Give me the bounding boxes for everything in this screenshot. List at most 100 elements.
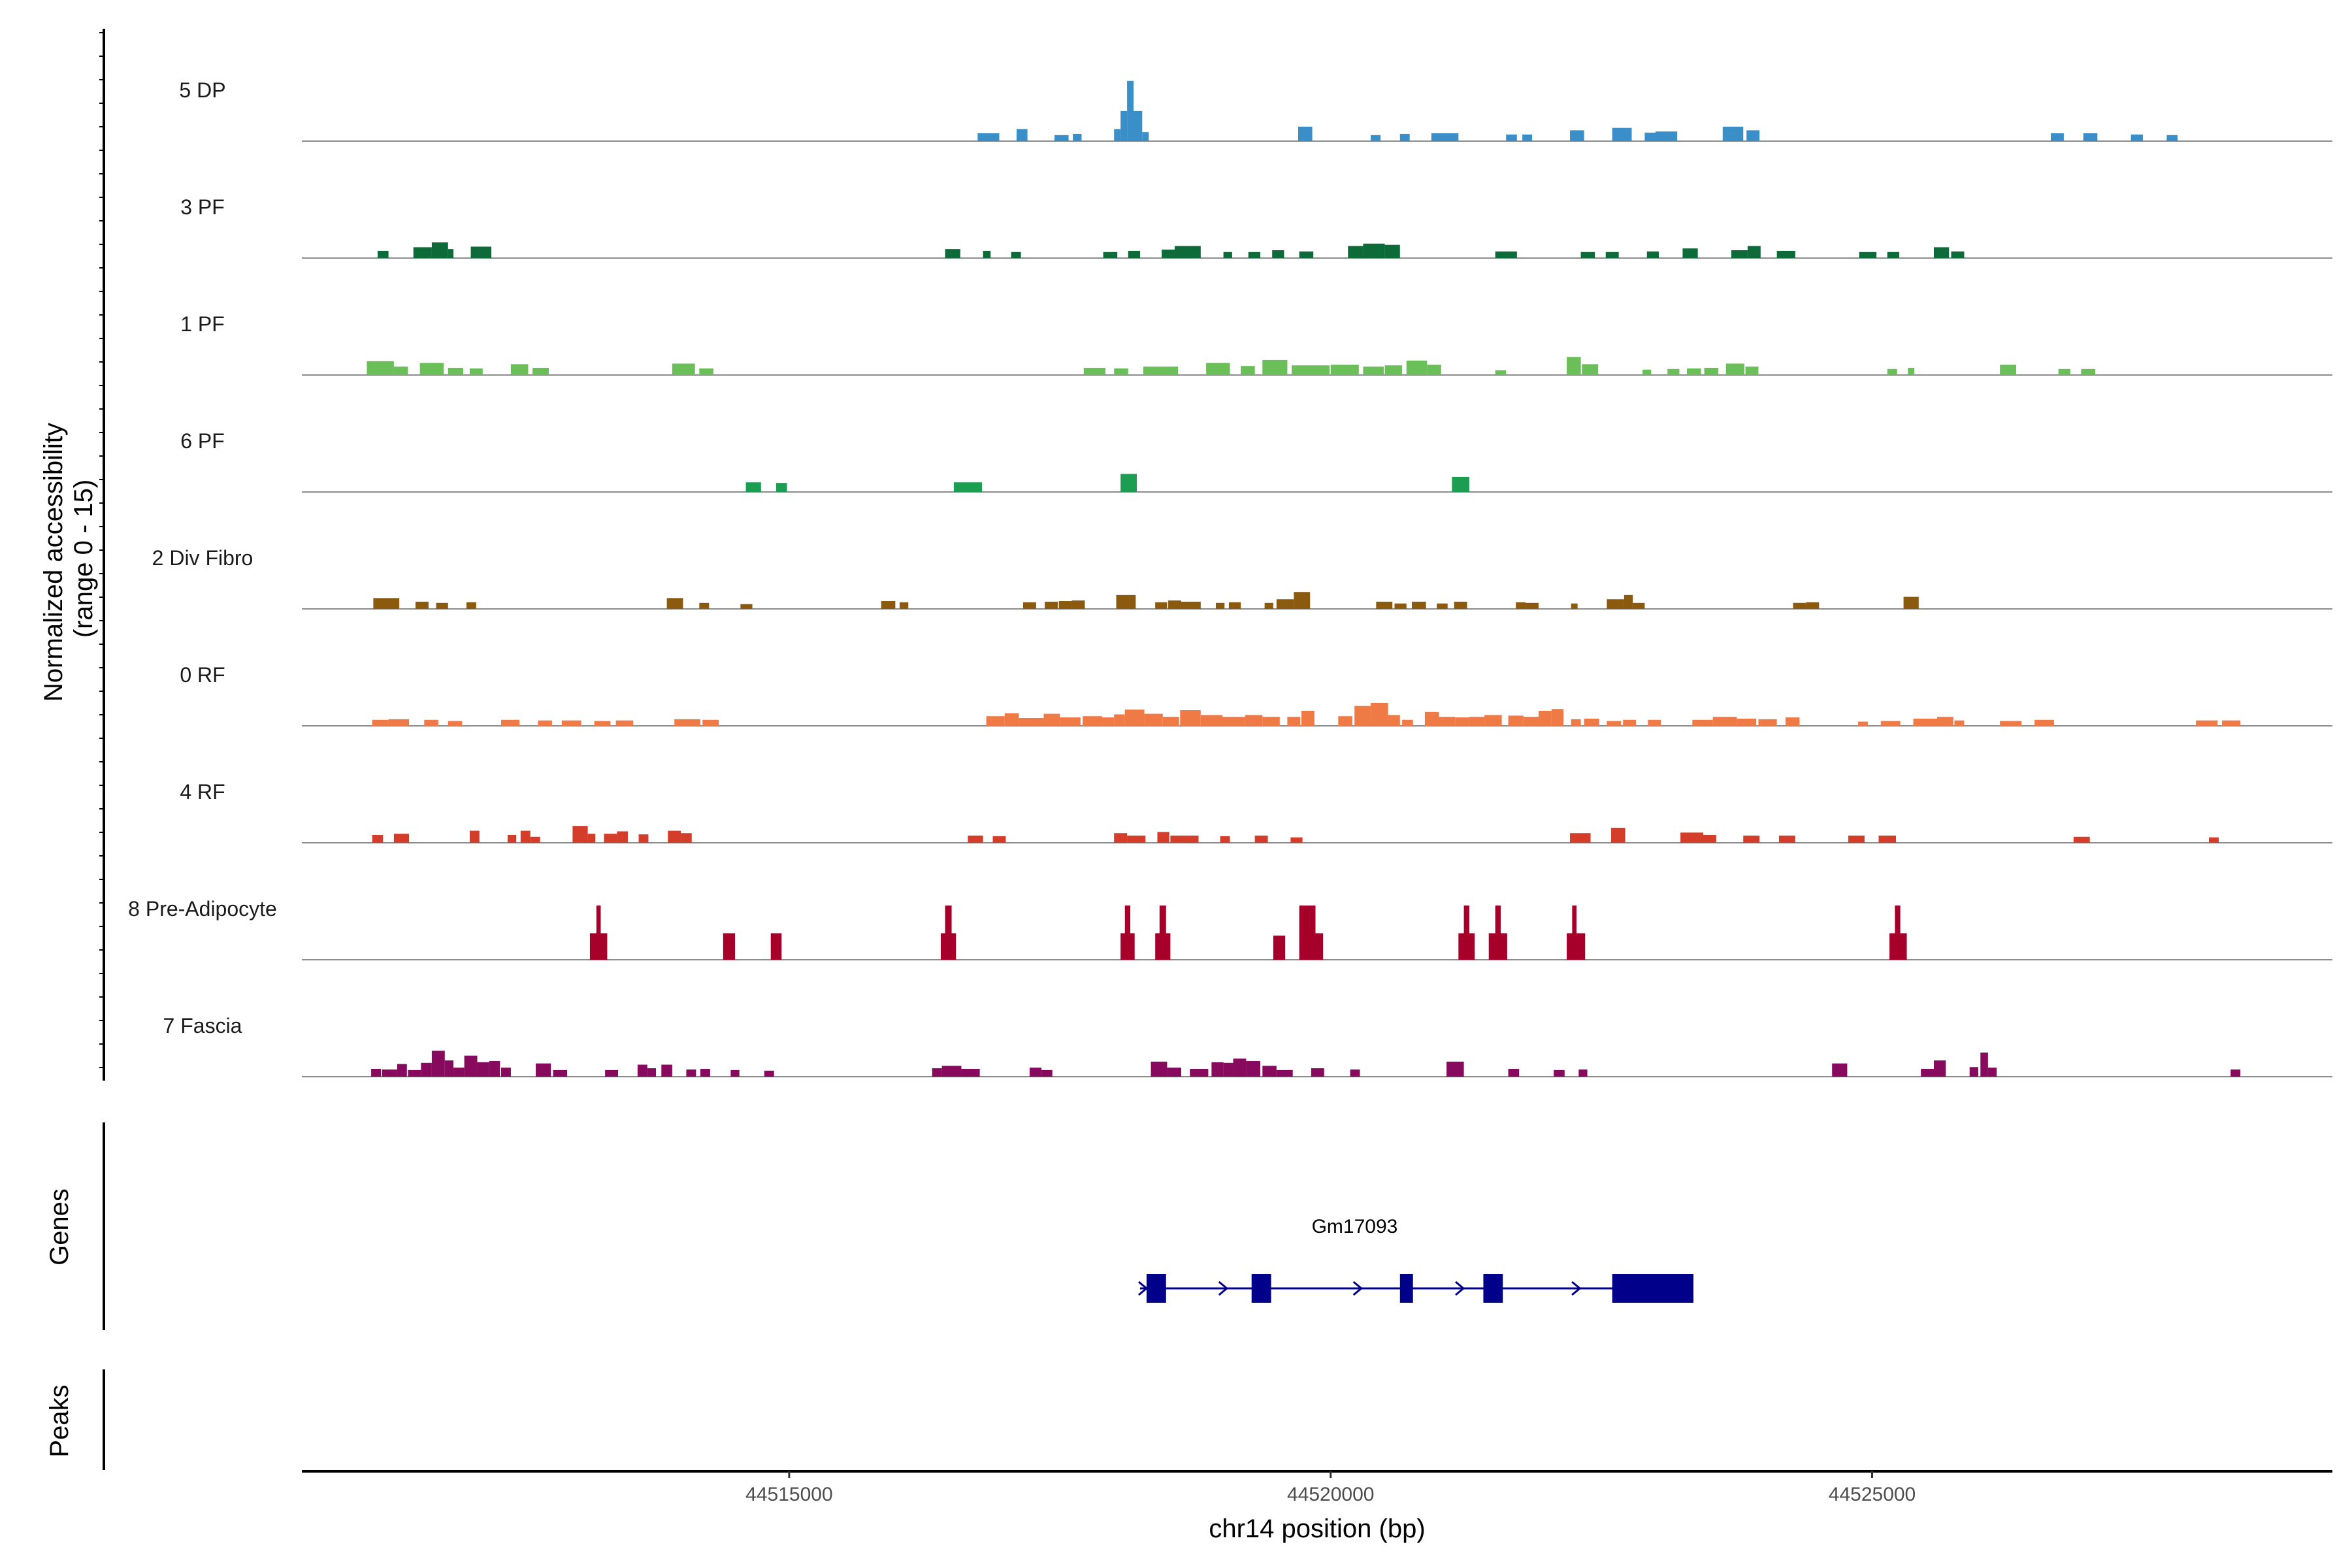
coverage-peak: [1216, 602, 1225, 609]
gene-exon: [1483, 1274, 1503, 1303]
coverage-peak: [1394, 603, 1407, 609]
coverage-peak: [1206, 363, 1230, 375]
coverage-peak: [1455, 717, 1469, 726]
coverage-peak: [1124, 710, 1145, 726]
track-5-dp: 5 DP: [179, 78, 2332, 142]
coverage-peak: [1045, 601, 1058, 609]
coverage-peak: [1287, 717, 1301, 726]
coverage-peak: [1363, 243, 1385, 258]
coverage-peak: [647, 1068, 657, 1077]
coverage-peak: [1427, 365, 1441, 375]
coverage-peak: [1011, 252, 1021, 258]
track-8-pre-adipocyte: 8 Pre-Adipocyte: [128, 897, 2332, 960]
coverage-peak: [1162, 250, 1175, 258]
y-axis-title-line-1: Normalized accessibility: [39, 423, 68, 702]
coverage-peak: [2000, 365, 2016, 375]
coverage-peak: [730, 1070, 740, 1077]
coverage-peak: [1936, 717, 1953, 726]
track-label: 0 RF: [180, 663, 225, 687]
coverage-peak: [1903, 596, 1919, 609]
coverage-peak: [1298, 126, 1313, 141]
coverage-peak: [1144, 713, 1163, 726]
coverage-peak: [1605, 252, 1619, 258]
coverage-peak: [1004, 713, 1019, 726]
coverage-peak: [378, 250, 389, 258]
coverage-peak: [1264, 602, 1273, 609]
coverage-peak: [1294, 592, 1311, 609]
coverage-peak: [1725, 363, 1744, 375]
coverage-peak: [1692, 719, 1713, 726]
coverage-peak: [510, 364, 529, 375]
coverage-peak: [1157, 832, 1169, 843]
coverage-peak: [1551, 709, 1564, 726]
coverage-peak: [373, 598, 400, 609]
coverage-peak: [1276, 599, 1294, 609]
track-label: 8 Pre-Adipocyte: [128, 897, 277, 921]
coverage-peak: [1338, 716, 1352, 726]
coverage-peak: [1785, 717, 1800, 726]
track-label: 7 Fascia: [163, 1014, 242, 1037]
coverage-peak: [477, 1062, 489, 1077]
coverage-peak: [1913, 718, 1937, 726]
coverage-peak: [2034, 719, 2054, 726]
coverage-peak: [587, 834, 596, 843]
coverage-peak: [1934, 247, 1950, 258]
coverage-peak: [553, 1070, 568, 1077]
coverage-peak: [1273, 936, 1286, 960]
coverage-peak: [1083, 716, 1102, 726]
coverage-peak: [500, 719, 520, 726]
coverage-peak: [1656, 131, 1678, 141]
coverage-peak: [1908, 367, 1915, 375]
coverage-peak: [1228, 602, 1241, 609]
coverage-peak: [1607, 721, 1621, 726]
coverage-peak: [444, 1060, 454, 1077]
coverage-peak: [1951, 251, 1965, 258]
coverage-peak: [1223, 252, 1232, 258]
coverage-peak: [1612, 127, 1632, 141]
coverage-peak: [1431, 133, 1459, 141]
track-label: 5 DP: [179, 78, 225, 102]
coverage-peak: [1363, 367, 1384, 375]
coverage-peak: [941, 1066, 962, 1077]
coverage-peak: [1570, 130, 1584, 141]
coverage-peak: [1439, 717, 1456, 726]
coverage-peak: [1276, 1070, 1293, 1077]
coverage-peak: [1506, 134, 1517, 141]
gene-model: Gm17093: [1137, 1216, 1694, 1303]
coverage-peak: [1484, 715, 1502, 726]
coverage-peak: [1116, 595, 1136, 609]
strand-arrow-icon: [1352, 1281, 1364, 1296]
track-7-fascia: 7 Fascia: [163, 1014, 2332, 1077]
coverage-peak: [1388, 715, 1400, 726]
coverage-peak: [1384, 244, 1400, 258]
coverage-peak: [953, 482, 982, 492]
peaks-panel-label: Peaks: [45, 1384, 74, 1457]
coverage-peak: [448, 249, 454, 258]
x-axis-ticks: 44515000 44520000 44525000: [745, 1471, 1916, 1505]
coverage-peak: [2196, 720, 2218, 726]
coverage-peak: [1248, 252, 1260, 258]
coverage-peak: [1895, 906, 1901, 960]
coverage-peak: [1516, 602, 1526, 609]
track-label: 1 PF: [180, 312, 225, 336]
coverage-peak: [1222, 717, 1245, 726]
coverage-peak: [1330, 365, 1359, 375]
coverage-peak: [382, 1069, 397, 1077]
coverage-peak: [453, 1068, 465, 1077]
coverage-peak: [1969, 1067, 1978, 1077]
coverage-peak: [1644, 133, 1656, 141]
coverage-peak: [1687, 368, 1701, 375]
coverage-peak: [1747, 246, 1761, 258]
coverage-peak: [1211, 1062, 1224, 1077]
coverage-peak: [1607, 599, 1624, 609]
coverage-peak: [1703, 835, 1716, 843]
coverage-peak: [393, 367, 408, 375]
coverage-peak: [1737, 718, 1757, 726]
coverage-peak: [1114, 368, 1128, 375]
coverage-peak: [986, 716, 1005, 726]
coverage-peak: [1887, 368, 1897, 375]
coverage-peak: [1571, 719, 1581, 726]
coverage-peak: [421, 1062, 432, 1077]
coverage-peak: [1114, 129, 1121, 141]
coverage-peak: [507, 835, 517, 843]
